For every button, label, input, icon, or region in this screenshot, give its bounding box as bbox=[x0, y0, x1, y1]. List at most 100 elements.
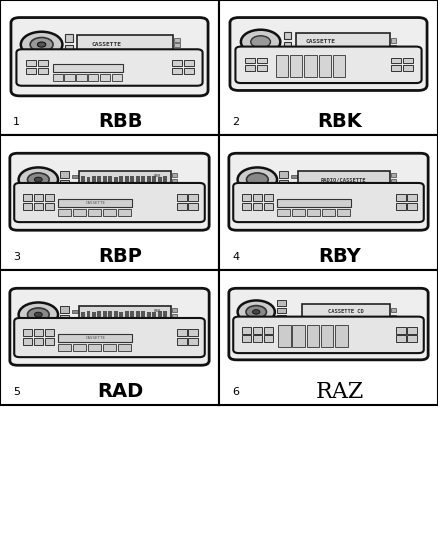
FancyBboxPatch shape bbox=[16, 49, 202, 86]
Bar bbox=[23, 194, 32, 201]
Bar bbox=[141, 176, 145, 185]
Text: 6: 6 bbox=[232, 386, 239, 397]
Bar bbox=[253, 335, 262, 342]
Bar bbox=[109, 311, 112, 320]
Bar bbox=[264, 203, 273, 210]
Circle shape bbox=[18, 167, 58, 192]
Bar bbox=[184, 60, 194, 66]
Bar bbox=[119, 311, 123, 320]
Bar bbox=[318, 55, 331, 77]
Text: 888: 888 bbox=[154, 174, 162, 178]
Bar bbox=[407, 194, 417, 201]
Bar bbox=[242, 335, 251, 342]
Bar bbox=[58, 344, 71, 351]
Bar bbox=[114, 177, 118, 185]
Bar bbox=[23, 329, 32, 336]
Bar bbox=[97, 311, 101, 320]
Bar bbox=[277, 199, 351, 207]
Bar bbox=[174, 43, 180, 47]
Bar bbox=[88, 344, 101, 351]
Bar bbox=[407, 327, 417, 334]
Bar bbox=[264, 194, 273, 201]
FancyBboxPatch shape bbox=[14, 183, 205, 222]
Bar bbox=[23, 203, 32, 210]
FancyBboxPatch shape bbox=[10, 154, 209, 230]
Bar bbox=[87, 311, 90, 320]
Bar bbox=[391, 45, 396, 49]
Bar bbox=[58, 208, 71, 216]
Circle shape bbox=[241, 30, 280, 54]
Bar bbox=[117, 344, 131, 351]
Bar bbox=[125, 311, 129, 320]
FancyBboxPatch shape bbox=[229, 154, 428, 230]
FancyBboxPatch shape bbox=[11, 18, 208, 96]
Bar bbox=[253, 203, 262, 210]
Bar bbox=[188, 329, 198, 336]
Bar bbox=[58, 199, 132, 207]
Bar bbox=[177, 194, 187, 201]
Bar bbox=[114, 311, 118, 320]
Bar bbox=[45, 338, 54, 345]
Bar bbox=[264, 335, 273, 342]
Bar bbox=[302, 304, 390, 320]
Bar bbox=[65, 45, 73, 53]
Bar bbox=[53, 64, 123, 72]
Bar bbox=[53, 74, 63, 81]
Bar bbox=[403, 58, 413, 63]
Bar bbox=[242, 327, 251, 334]
Bar bbox=[100, 74, 110, 81]
Bar bbox=[34, 203, 43, 210]
Bar bbox=[407, 335, 417, 342]
Text: CASSETTE: CASSETTE bbox=[85, 201, 105, 205]
Bar bbox=[336, 208, 350, 216]
FancyBboxPatch shape bbox=[233, 183, 424, 222]
Bar bbox=[26, 60, 36, 66]
Bar bbox=[172, 313, 177, 317]
Circle shape bbox=[28, 173, 49, 186]
Bar bbox=[184, 68, 194, 74]
Bar bbox=[26, 68, 36, 74]
Text: 5: 5 bbox=[13, 386, 20, 397]
Circle shape bbox=[30, 37, 53, 52]
Bar bbox=[174, 38, 180, 42]
Bar bbox=[64, 74, 74, 81]
Bar bbox=[73, 344, 86, 351]
Bar bbox=[81, 311, 85, 320]
Bar bbox=[277, 315, 286, 321]
Bar bbox=[65, 35, 73, 42]
Bar bbox=[163, 175, 167, 185]
Bar bbox=[92, 176, 96, 185]
Bar bbox=[257, 65, 267, 71]
Bar bbox=[34, 194, 43, 201]
Bar bbox=[277, 308, 286, 313]
Bar bbox=[253, 327, 262, 334]
Text: RBK: RBK bbox=[317, 112, 362, 131]
Bar bbox=[97, 176, 101, 185]
Bar bbox=[103, 176, 107, 185]
Bar bbox=[58, 334, 132, 342]
Bar bbox=[307, 208, 320, 216]
Bar bbox=[23, 338, 32, 345]
Bar bbox=[242, 203, 251, 210]
Bar bbox=[136, 311, 140, 320]
Bar bbox=[158, 176, 162, 185]
Bar bbox=[296, 33, 390, 51]
Circle shape bbox=[247, 173, 268, 186]
Bar bbox=[403, 65, 413, 71]
Bar bbox=[152, 311, 156, 320]
Bar bbox=[102, 344, 116, 351]
Bar bbox=[81, 176, 85, 185]
Bar bbox=[174, 49, 180, 53]
Bar bbox=[172, 319, 177, 322]
Bar bbox=[38, 60, 48, 66]
FancyBboxPatch shape bbox=[229, 288, 428, 360]
Bar bbox=[391, 38, 396, 43]
Text: CASSETTE CD: CASSETTE CD bbox=[328, 310, 364, 314]
Bar bbox=[396, 203, 406, 210]
Bar bbox=[158, 312, 162, 320]
Bar bbox=[34, 338, 43, 345]
Bar bbox=[131, 311, 134, 320]
Text: 2: 2 bbox=[232, 117, 239, 126]
Bar bbox=[391, 179, 396, 182]
Circle shape bbox=[237, 301, 275, 324]
